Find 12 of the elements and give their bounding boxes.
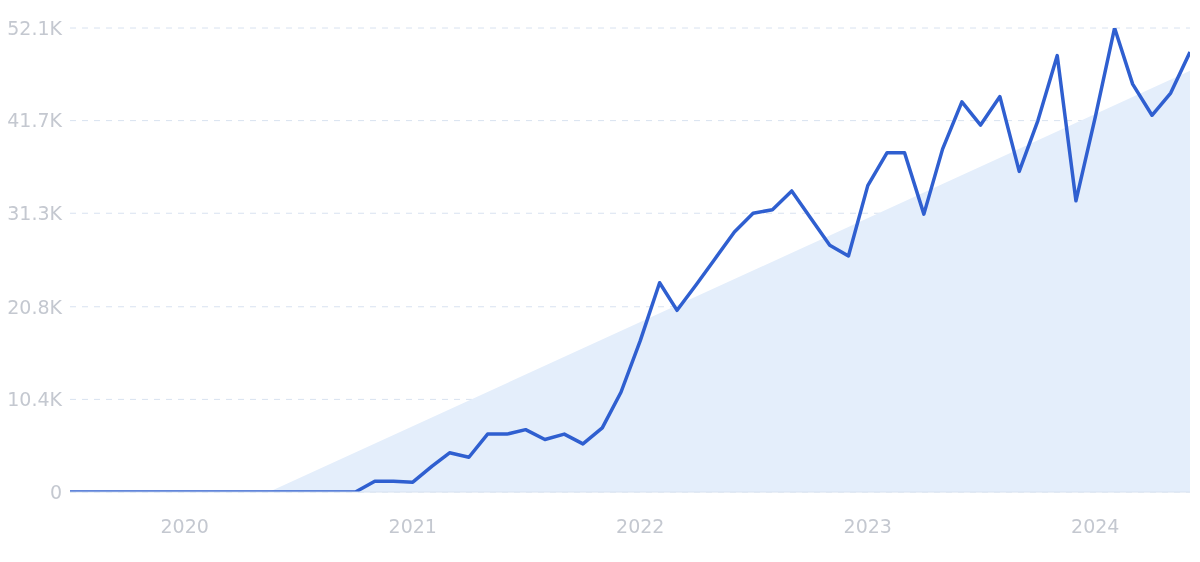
y-tick-label: 52.1K: [7, 16, 63, 39]
y-tick-label: 0: [49, 480, 62, 503]
x-tick-label: 2021: [388, 515, 437, 538]
line-series: [70, 28, 1190, 492]
y-tick-label: 20.8K: [7, 295, 63, 318]
y-tick-label: 31.3K: [7, 201, 63, 224]
x-tick-label: 2022: [616, 515, 665, 538]
y-tick-label: 10.4K: [7, 388, 63, 411]
x-tick-label: 2020: [160, 515, 209, 538]
x-tick-label: 2024: [1071, 515, 1120, 538]
y-tick-label: 41.7K: [7, 109, 63, 132]
x-tick-label: 2023: [843, 515, 892, 538]
